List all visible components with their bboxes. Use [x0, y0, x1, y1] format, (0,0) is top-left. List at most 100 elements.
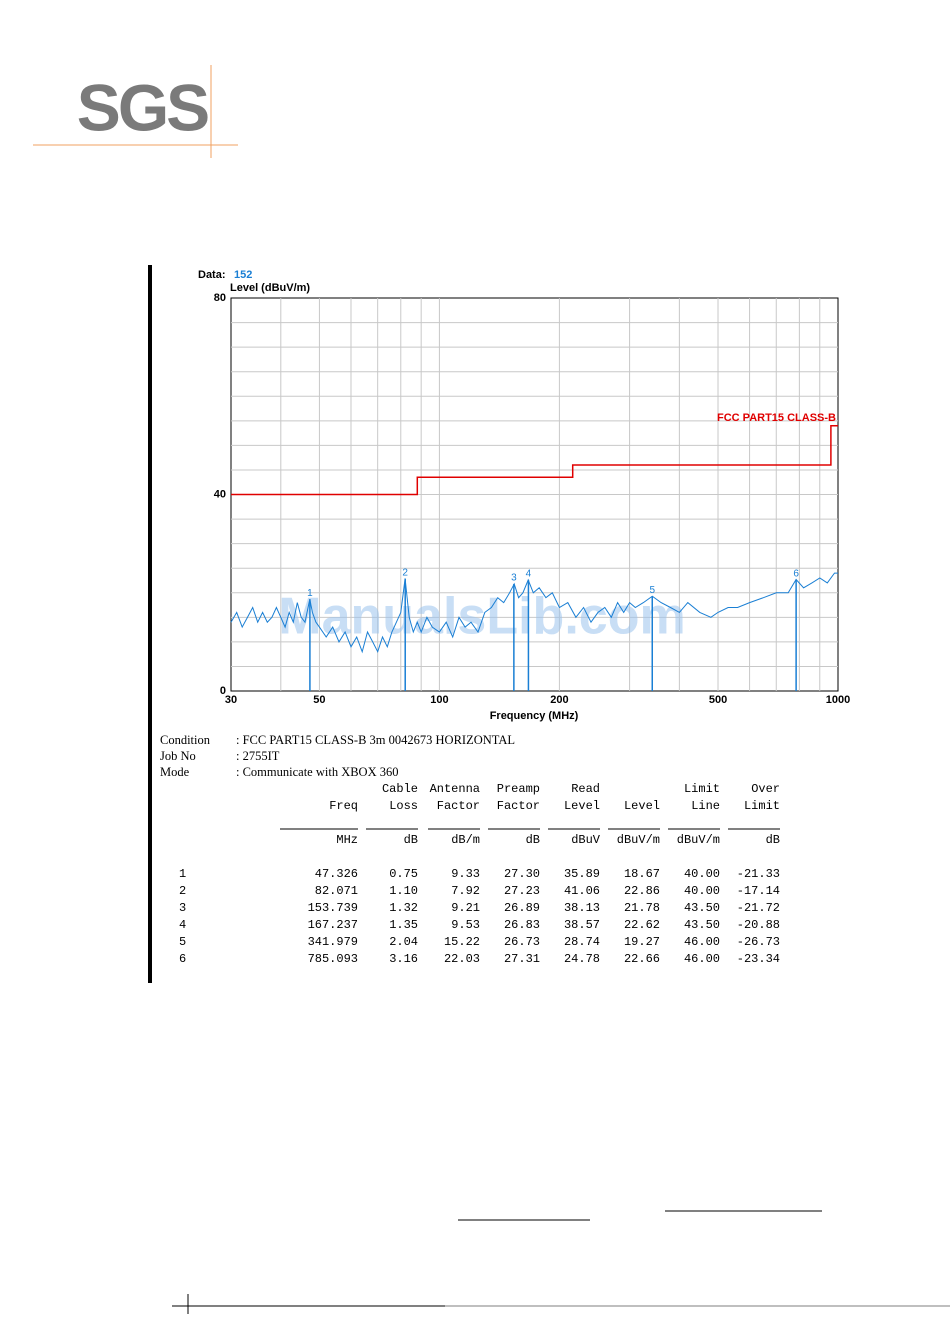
cell: -23.34 [737, 952, 780, 966]
column-header: Factor [497, 799, 540, 813]
cell: 27.31 [504, 952, 540, 966]
cell: 26.83 [504, 918, 540, 932]
x-tick-label: 200 [550, 694, 568, 706]
column-unit: dB/m [451, 833, 480, 847]
column-header: Level [564, 799, 600, 813]
cell: 41.06 [564, 884, 600, 898]
cell: 43.50 [684, 918, 720, 932]
test-data: Condition: FCC PART15 CLASS-B 3m 0042673… [160, 733, 780, 966]
cell: -21.33 [737, 867, 780, 881]
margin-bar [148, 265, 152, 983]
cell: 1.35 [389, 918, 418, 932]
column-header: Factor [437, 799, 480, 813]
cell: 21.78 [624, 901, 660, 915]
data-number: 152 [234, 269, 252, 281]
cell: 341.979 [308, 935, 358, 949]
column-unit: dBuV [571, 833, 601, 847]
cell: 38.13 [564, 901, 600, 915]
logo: SGS [77, 70, 208, 144]
y-tick-label: 80 [214, 292, 226, 304]
limit-line [231, 424, 838, 496]
column-header: Line [691, 799, 720, 813]
y-axis-label: Level (dBuV/m) [230, 282, 310, 294]
peak-label: 1 [307, 588, 313, 599]
cell: 19.27 [624, 935, 660, 949]
x-tick-label: 30 [225, 694, 237, 706]
cell: 43.50 [684, 901, 720, 915]
trace [230, 572, 838, 654]
column-header: Read [571, 782, 600, 796]
cell: 153.739 [308, 901, 358, 915]
cell: -17.14 [737, 884, 780, 898]
row-index: 5 [179, 935, 186, 949]
column-unit: dB [404, 833, 418, 847]
peak-label: 4 [526, 569, 532, 580]
column-header: Limit [744, 799, 780, 813]
cell: 22.62 [624, 918, 660, 932]
column-unit: dB [766, 833, 780, 847]
cell: 9.21 [451, 901, 480, 915]
cell: 40.00 [684, 867, 720, 881]
cell: 47.326 [315, 867, 358, 881]
row-index: 4 [179, 918, 186, 932]
condition-value: : 2755IT [236, 749, 280, 763]
column-header: Level [624, 799, 660, 813]
condition-label: Mode [160, 765, 190, 779]
cell: 7.92 [451, 884, 480, 898]
row-index: 2 [179, 884, 186, 898]
plot: 0 40 80 30 50 100 200 500 1000 ManualsLib.com FCC … [214, 292, 850, 706]
column-header: Freq [329, 799, 358, 813]
cell: 26.73 [504, 935, 540, 949]
x-axis-label: Frequency (MHz) [490, 710, 579, 722]
cell: 2.04 [389, 935, 418, 949]
cell: 22.66 [624, 952, 660, 966]
cell: 167.237 [308, 918, 358, 932]
cell: -21.72 [737, 901, 780, 915]
peak-label: 5 [649, 585, 655, 596]
cell: 38.57 [564, 918, 600, 932]
peak-label: 3 [511, 573, 517, 584]
column-header: Loss [389, 799, 418, 813]
cell: 0.75 [389, 867, 418, 881]
cell: 35.89 [564, 867, 600, 881]
cell: 24.78 [564, 952, 600, 966]
column-header: Antenna [430, 782, 480, 796]
condition-value: : Communicate with XBOX 360 [236, 765, 399, 779]
cell: 46.00 [684, 935, 720, 949]
cell: 22.03 [444, 952, 480, 966]
peak-label: 2 [402, 567, 408, 578]
cell: 1.32 [389, 901, 418, 915]
column-header: Over [751, 782, 780, 796]
watermark: ManualsLib.com [278, 588, 685, 646]
column-header: Cable [382, 782, 418, 796]
cell: 27.30 [504, 867, 540, 881]
cell: 3.16 [389, 952, 418, 966]
cell: 785.093 [308, 952, 358, 966]
cell: -26.73 [737, 935, 780, 949]
column-header: Limit [684, 782, 720, 796]
cell: 27.23 [504, 884, 540, 898]
row-index: 6 [179, 952, 186, 966]
row-index: 3 [179, 901, 186, 915]
cell: 22.86 [624, 884, 660, 898]
y-tick-label: 40 [214, 488, 226, 500]
condition-label: Job No [160, 749, 196, 763]
cell: 9.33 [451, 867, 480, 881]
x-tick-label: 100 [430, 694, 448, 706]
limit-label: FCC PART15 CLASS-B [717, 412, 836, 424]
x-tick-label: 1000 [826, 694, 850, 706]
y-tick-label: 0 [220, 685, 226, 697]
column-unit: dBuV/m [677, 833, 720, 847]
row-index: 1 [179, 867, 186, 881]
peak-label: 6 [793, 568, 799, 579]
column-unit: dBuV/m [617, 833, 660, 847]
condition-label: Condition [160, 733, 211, 747]
cell: 46.00 [684, 952, 720, 966]
x-tick-label: 50 [313, 694, 325, 706]
cell: 15.22 [444, 935, 480, 949]
column-unit: dB [526, 833, 540, 847]
cell: 40.00 [684, 884, 720, 898]
cell: 26.89 [504, 901, 540, 915]
cell: 9.53 [451, 918, 480, 932]
